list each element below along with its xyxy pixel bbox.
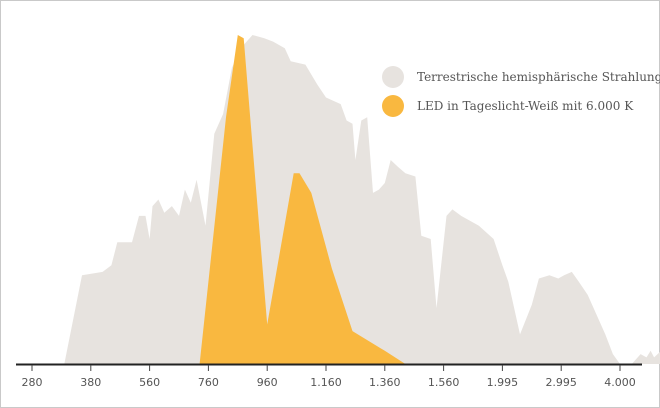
x-tick-layer: 280 380 560 760 960 1.160 1.360 1.560 1.995 2.995… bbox=[22, 365, 636, 389]
x-tick-label: 1.560 bbox=[428, 376, 460, 389]
x-tick-label: 2.995 bbox=[545, 376, 577, 389]
legend-label-terrestrial: Terrestrische hemisphärische Strahlung bbox=[417, 70, 660, 84]
series-layer bbox=[64, 35, 660, 364]
x-tick-label: 1.160 bbox=[310, 376, 342, 389]
x-tick-label: 760 bbox=[198, 376, 219, 389]
legend: Terrestrische hemisphärische Strahlung L… bbox=[382, 66, 660, 117]
x-tick-label: 380 bbox=[80, 376, 101, 389]
legend-label-led: LED in Tageslicht-Weiß mit 6.000 K bbox=[417, 99, 634, 113]
legend-swatch-led bbox=[382, 95, 404, 117]
x-tick-label: 1.995 bbox=[487, 376, 519, 389]
legend-swatch-terrestrial bbox=[382, 66, 404, 88]
series-area-led bbox=[199, 35, 406, 364]
x-tick-label: 4.000 bbox=[604, 376, 636, 389]
series-area-terrestrial bbox=[64, 35, 660, 364]
x-tick-label: 1.360 bbox=[369, 376, 401, 389]
x-tick-label: 960 bbox=[257, 376, 278, 389]
x-tick-label: 560 bbox=[139, 376, 160, 389]
x-tick-label: 280 bbox=[22, 376, 43, 389]
